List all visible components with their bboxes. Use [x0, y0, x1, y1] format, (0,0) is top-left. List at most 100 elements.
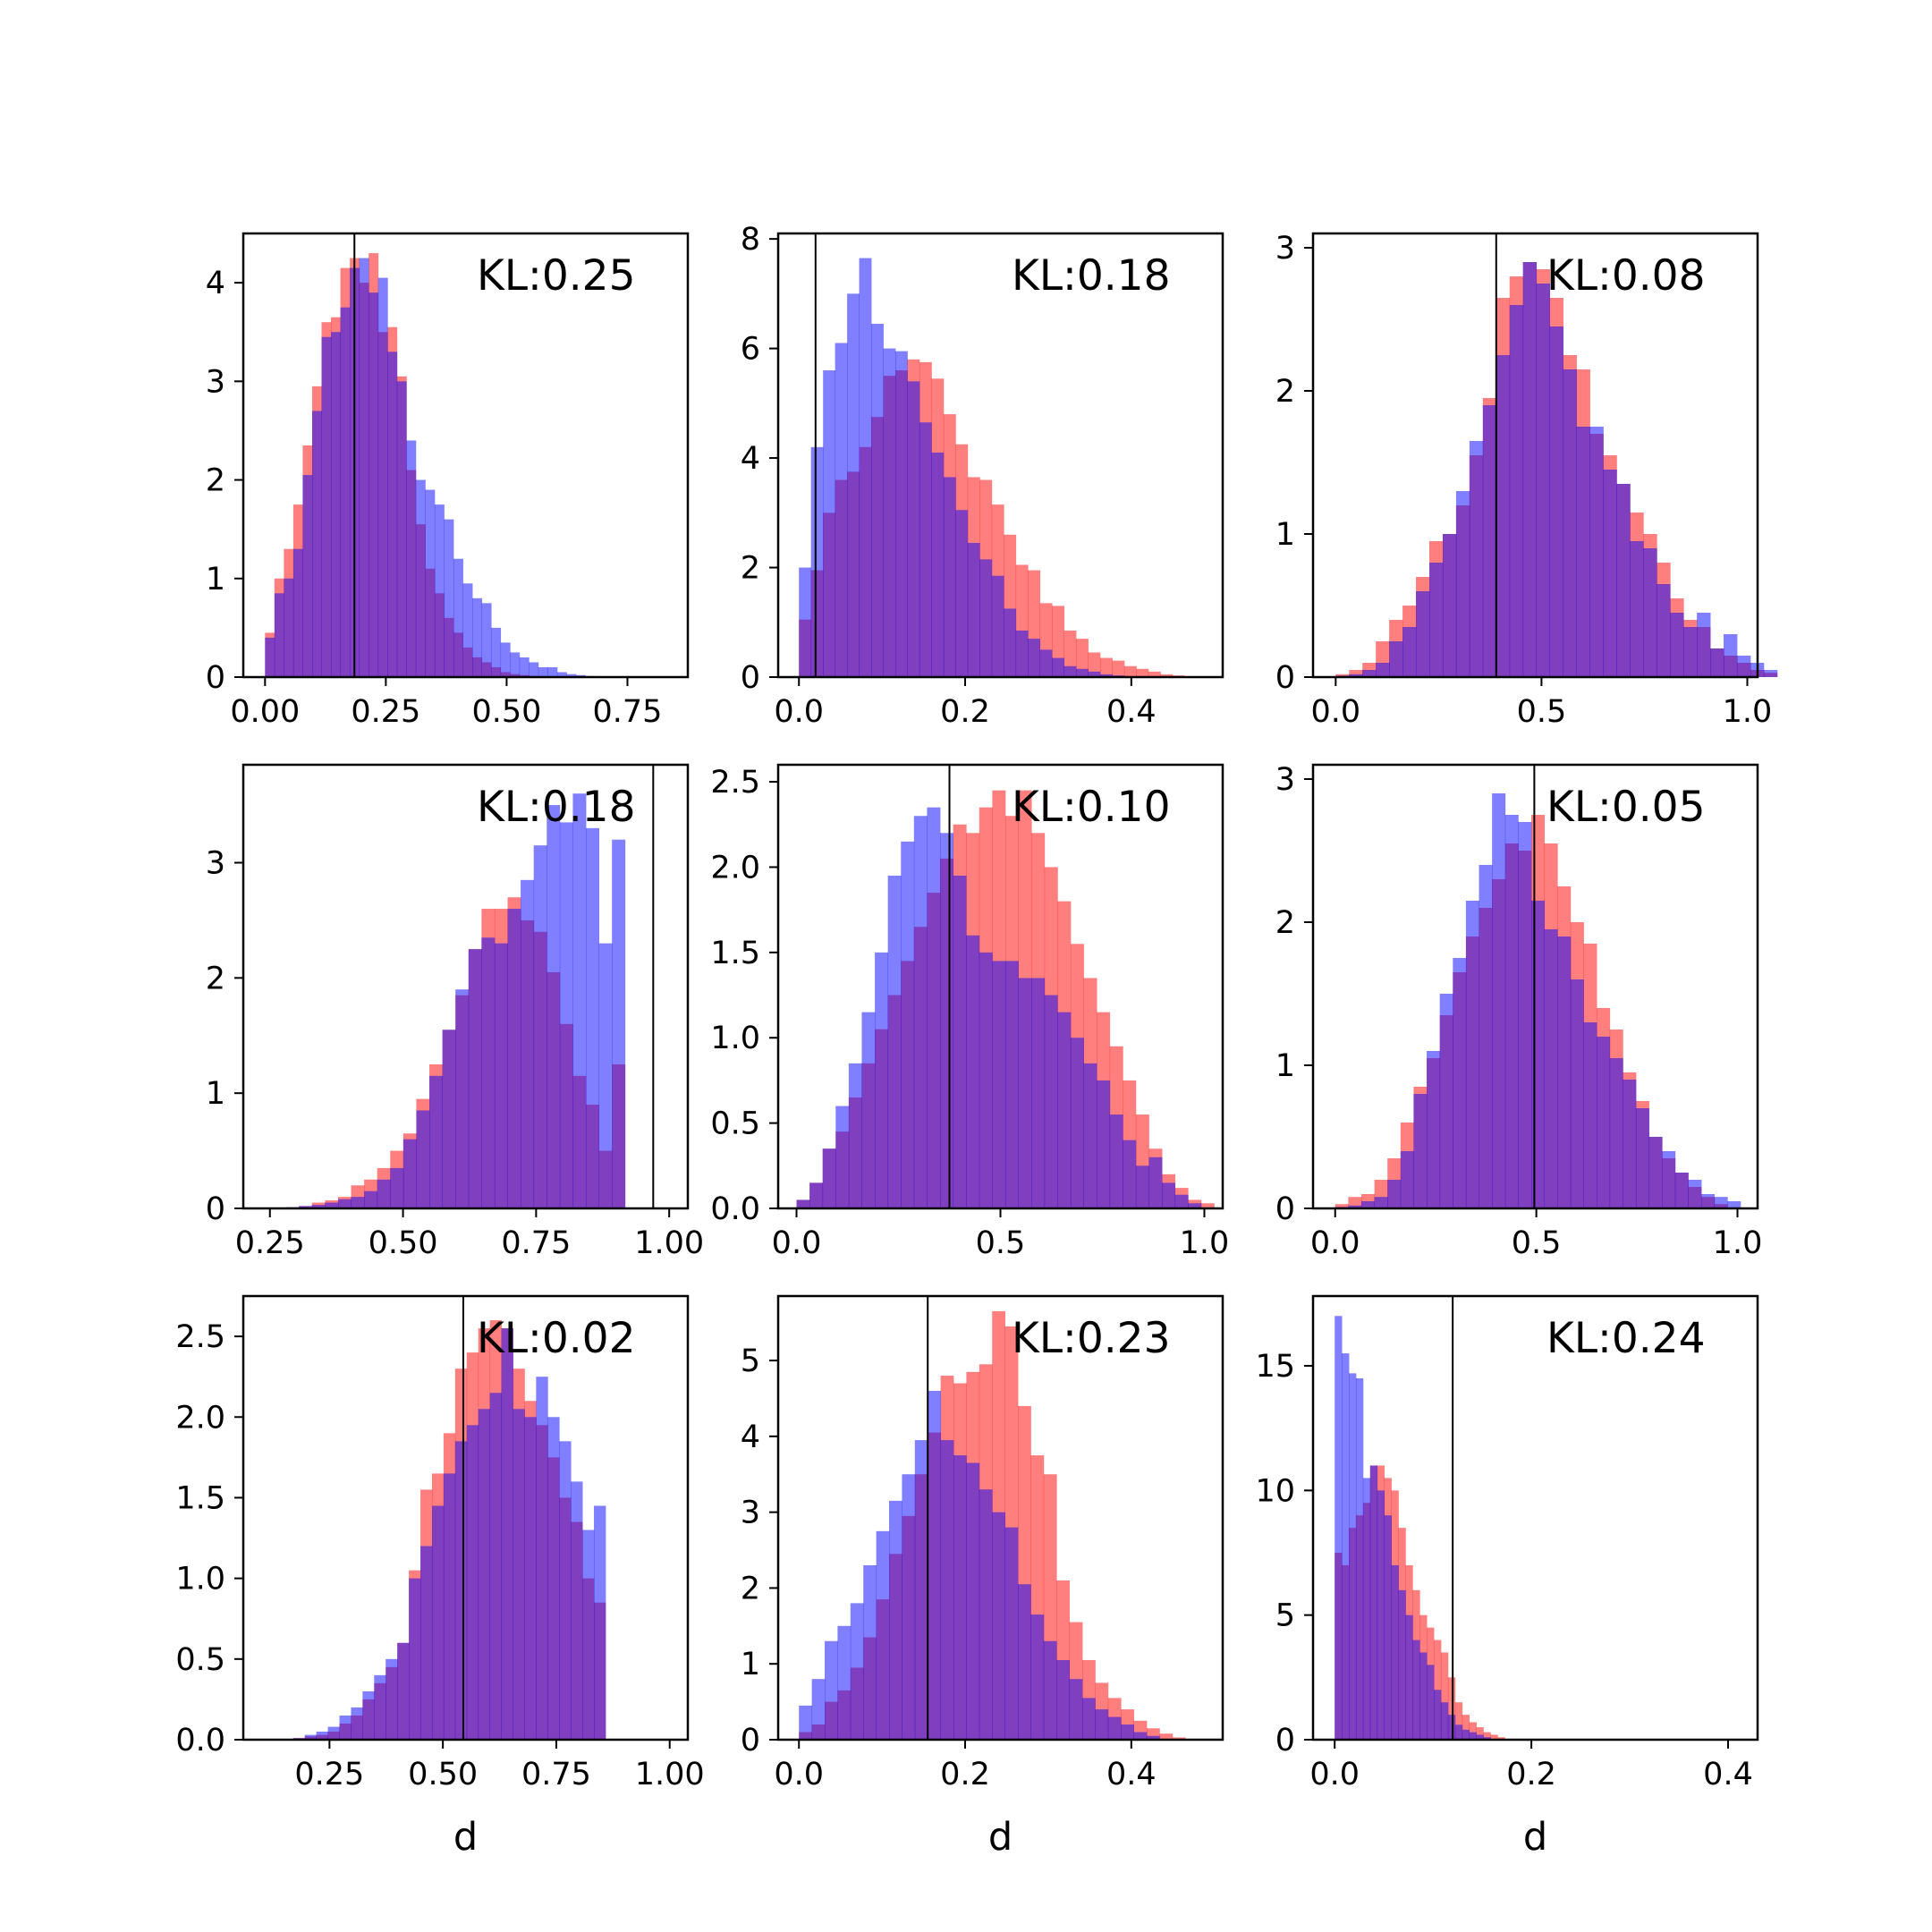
series-b-bar — [1763, 670, 1778, 677]
series-b-bars — [285, 793, 626, 1208]
axes-frame — [242, 763, 690, 1210]
series-b-bar — [1589, 427, 1604, 677]
series-b-bar — [1469, 441, 1484, 677]
series-b-bar — [510, 652, 521, 677]
series-a-bar — [1088, 652, 1101, 677]
series-b-bar — [362, 1690, 375, 1740]
series-b-bar — [902, 1474, 916, 1740]
series-b-bar — [321, 336, 332, 677]
series-b-bar — [443, 1473, 456, 1740]
x-axis-label: d — [1523, 1815, 1547, 1860]
series-b-bar — [835, 343, 848, 677]
series-b-bar — [529, 662, 539, 677]
series-b-bar — [1405, 1614, 1413, 1740]
x-tick-label: 0.4 — [1106, 1757, 1157, 1792]
series-b-bar — [825, 1640, 838, 1740]
y-tick-label: 4 — [206, 266, 225, 301]
series-b-bar — [1389, 641, 1403, 677]
series-b-bar — [468, 949, 482, 1208]
series-b-bar — [1683, 627, 1698, 677]
series-b-bar — [524, 1417, 537, 1740]
series-b-bar — [1015, 630, 1029, 677]
series-b-bar — [1439, 994, 1453, 1208]
series-b-bar — [521, 879, 535, 1208]
series-b-bar — [431, 1505, 445, 1740]
axes-frame — [1311, 1294, 1759, 1741]
series-b-bar — [386, 1658, 398, 1740]
series-b-bar — [501, 1328, 513, 1740]
series-a-bar — [1099, 657, 1113, 677]
series-b-bar — [1714, 1197, 1728, 1208]
series-b-bars — [1335, 793, 1741, 1208]
series-a-bar — [1490, 1734, 1498, 1740]
x-tick-label: 0.0 — [772, 1225, 822, 1261]
series-b-bar — [809, 1182, 824, 1208]
series-b-bar — [966, 935, 980, 1208]
y-tick-label: 3 — [1275, 762, 1295, 798]
series-b-bar — [1004, 961, 1019, 1208]
series-b-bar — [1030, 1614, 1045, 1740]
series-b-bar — [612, 839, 626, 1208]
series-b-bar — [1039, 649, 1053, 677]
series-b-bar — [1028, 639, 1041, 677]
series-b-bar — [462, 583, 473, 677]
x-tick-label: 0.2 — [940, 1757, 990, 1792]
series-b-bar — [582, 1530, 595, 1740]
x-tick-label: 0.50 — [471, 694, 541, 730]
series-b-bar — [1148, 1157, 1163, 1208]
series-b-bar — [572, 793, 587, 1208]
y-tick-label: 2.0 — [175, 1400, 225, 1436]
y-tick-label: 6 — [741, 332, 760, 368]
series-b-bar — [1710, 648, 1724, 677]
series-b-bar — [406, 440, 417, 677]
series-b-bar — [364, 1191, 378, 1208]
series-b-bar — [1348, 1205, 1362, 1208]
series-b-bar — [850, 1603, 864, 1740]
series-b-bar — [1616, 484, 1631, 677]
y-tick-label: 1 — [741, 1647, 760, 1682]
kl-annotation: KL:0.05 — [1546, 783, 1706, 832]
series-b-bar — [397, 1642, 410, 1740]
series-b-bar — [1522, 262, 1538, 677]
y-tick-label: 0.5 — [175, 1642, 225, 1678]
series-b-bar — [1603, 470, 1617, 677]
subplot-8: 0.0 0.2 0.4 0 1 2 3 4 5 KL:0.23 d — [741, 1294, 1224, 1860]
series-b-bar — [811, 1679, 826, 1740]
subplot-1: 0.00 0.25 0.50 0.75 0 1 2 3 4 KL:0.25 — [206, 232, 690, 730]
series-b-bar — [1076, 668, 1089, 677]
y-tick-label: 3 — [206, 846, 225, 882]
series-b-bar — [1123, 1140, 1137, 1208]
series-b-bar — [425, 489, 436, 677]
x-tick-label: 1.00 — [635, 1757, 705, 1792]
x-tick-label: 0.2 — [940, 694, 990, 730]
series-b-bar — [547, 666, 558, 677]
y-tick-label: 0.0 — [710, 1191, 760, 1227]
series-b-bar — [444, 519, 454, 677]
series-b-bar — [489, 1393, 502, 1740]
series-b-bar — [1442, 534, 1457, 677]
subplot-7: 0.25 0.50 0.75 1.00 0.0 0.5 1.0 1.5 2.0 2.5 KL:0.0… — [175, 1294, 705, 1860]
series-b-bar — [883, 348, 896, 677]
series-b-bar — [1069, 1679, 1083, 1740]
series-b-bar — [823, 370, 836, 677]
y-tick-label: 1 — [206, 562, 225, 597]
series-b-bar — [337, 1199, 352, 1208]
series-b-bar — [304, 1734, 318, 1740]
series-b-bar — [1570, 979, 1584, 1208]
kl-annotation: KL:0.08 — [1546, 251, 1706, 301]
series-b-bar — [1057, 1012, 1072, 1208]
subplot-9: 0.0 0.2 0.4 0 5 10 15 KL:0.24 d — [1255, 1294, 1759, 1860]
series-b-bar — [1583, 1022, 1597, 1208]
series-b-bar — [1056, 1659, 1071, 1740]
series-b-bar — [513, 1409, 525, 1740]
x-tick-label: 0.4 — [1106, 694, 1157, 730]
series-b-bar — [507, 909, 521, 1208]
series-b-bar — [927, 807, 941, 1208]
series-b-bar — [1147, 1735, 1160, 1740]
y-tick-label: 0 — [206, 660, 225, 696]
series-b-bar — [533, 845, 547, 1208]
series-b-bar — [594, 1505, 606, 1740]
series-b-bar — [1724, 634, 1738, 677]
y-tick-label: 2.0 — [710, 850, 760, 886]
x-tick-label: 0.5 — [976, 1225, 1026, 1261]
